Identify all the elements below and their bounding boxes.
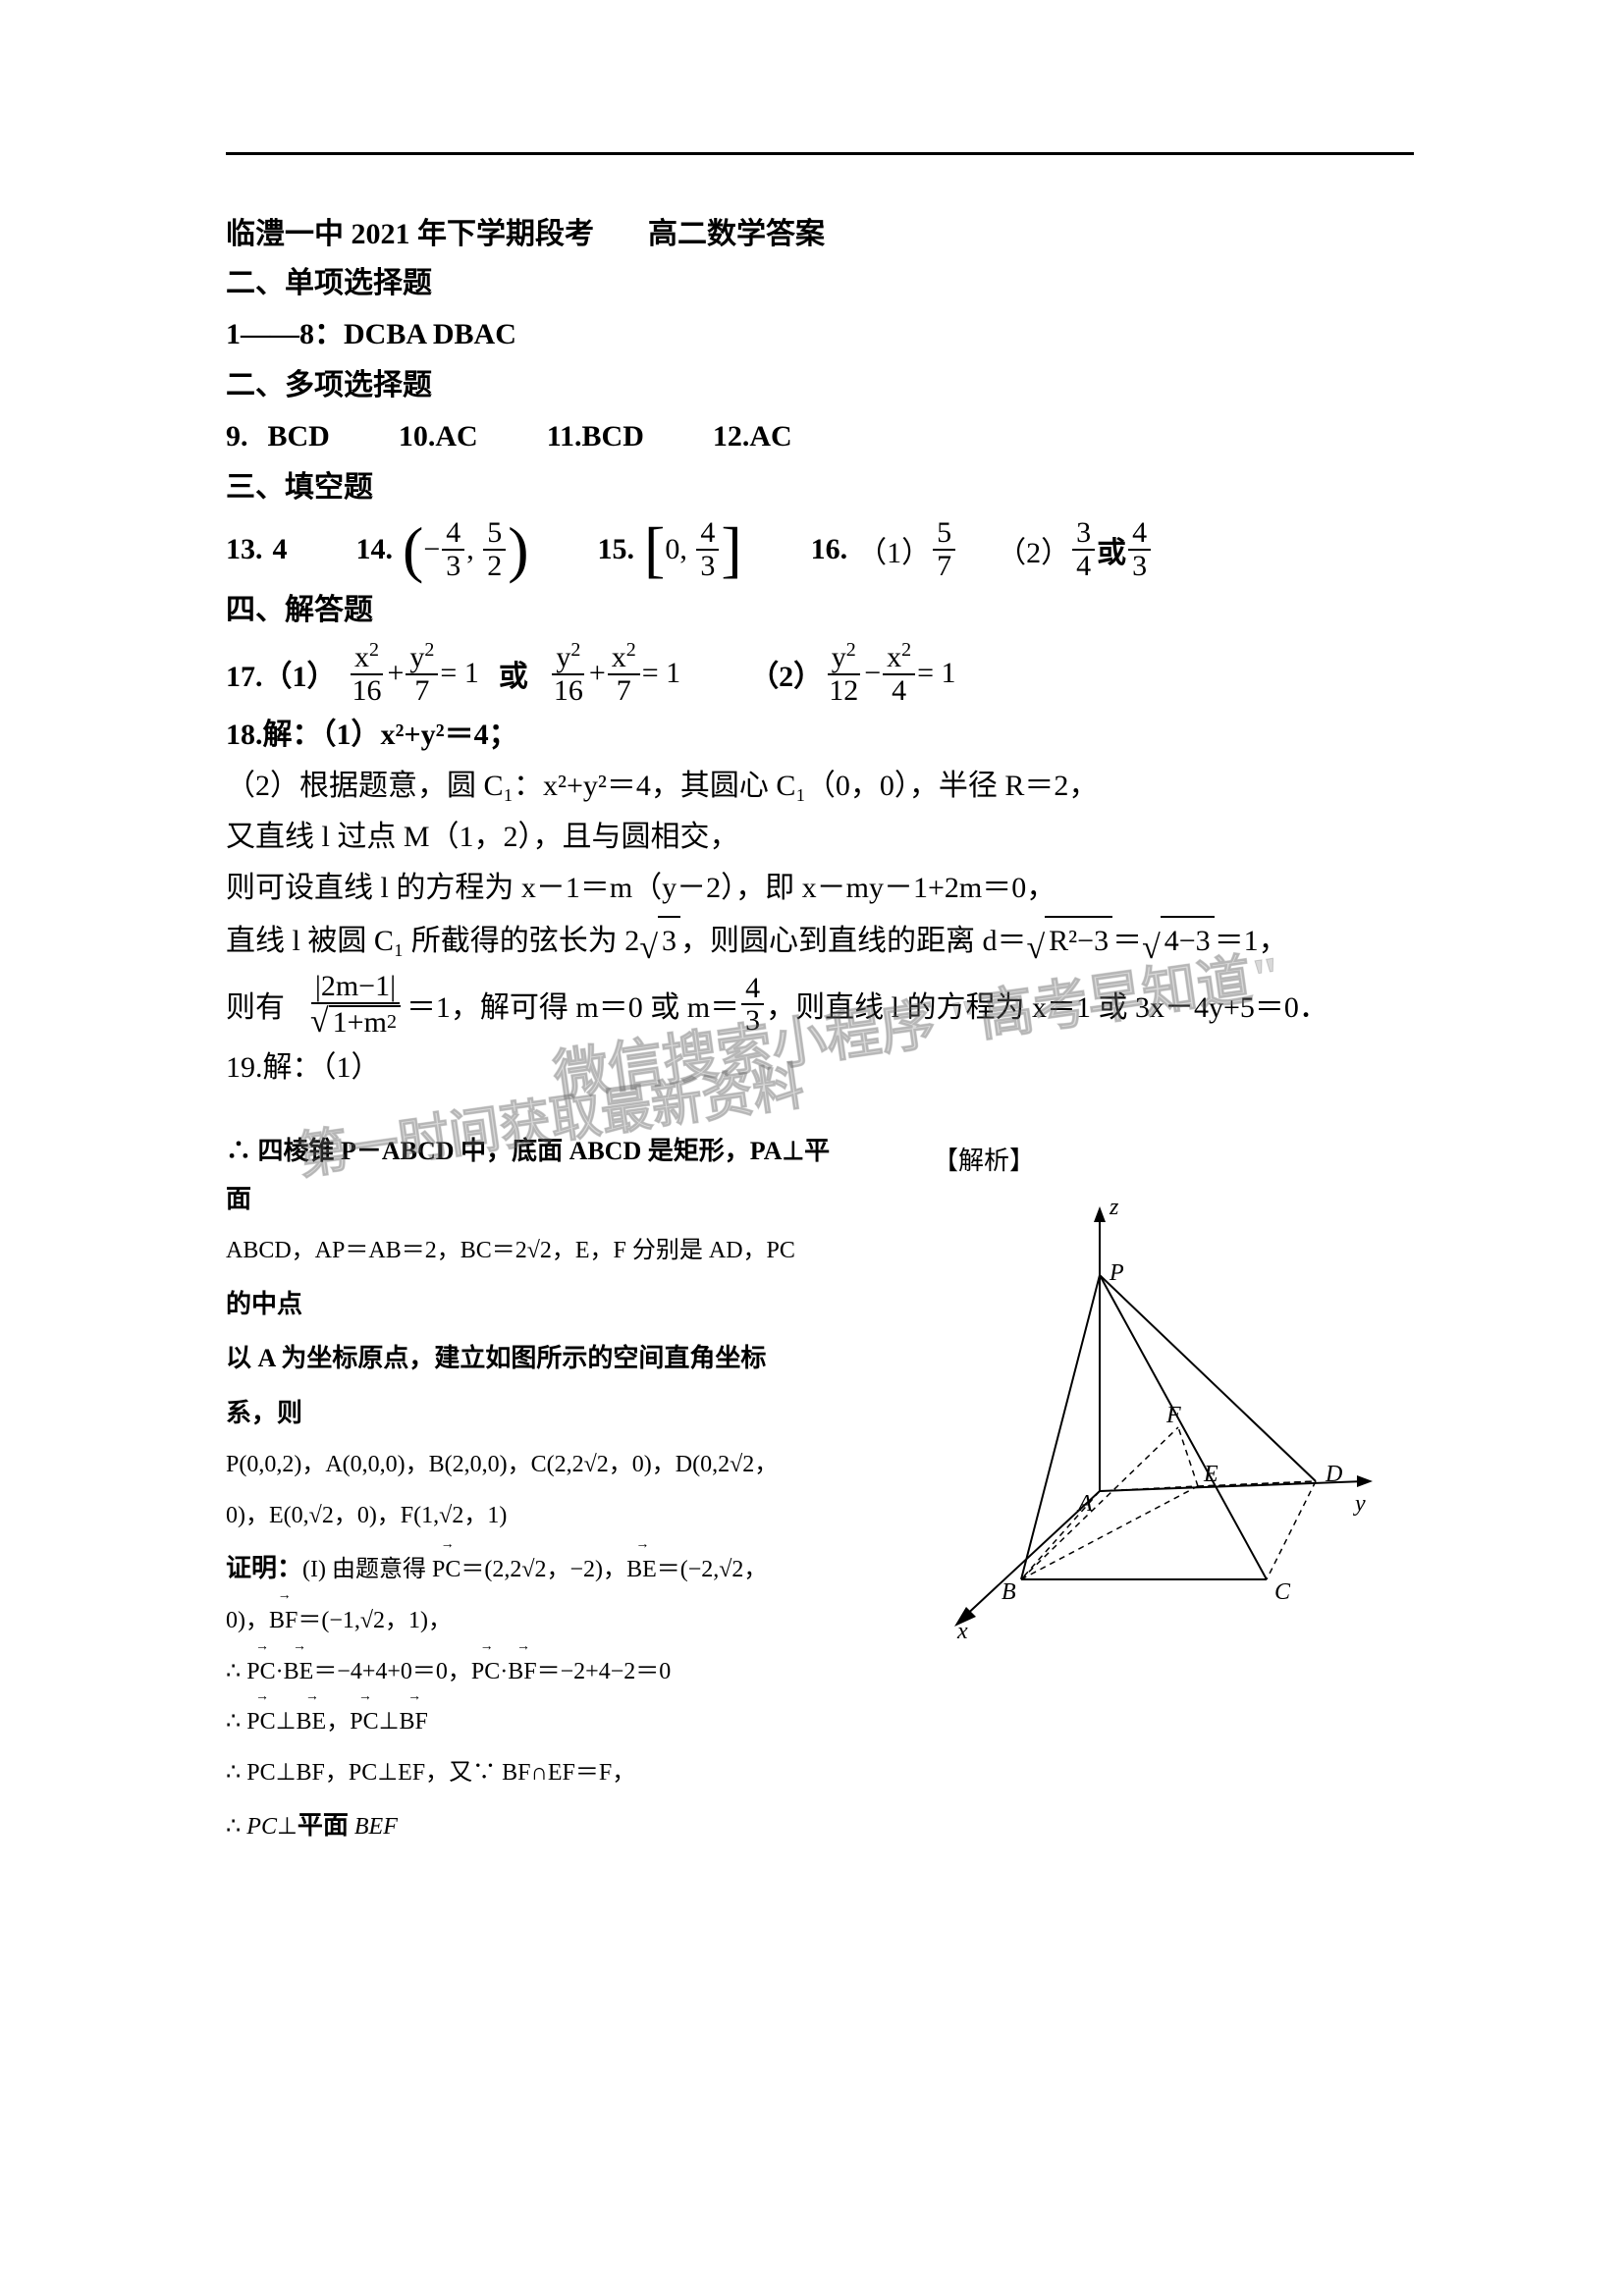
multi-item-no: 9. <box>226 413 248 460</box>
q19-figure: 【解析】 <box>884 1121 1394 1856</box>
section-single-heading: 二、单项选择题 <box>226 260 1414 307</box>
q16-p1: （1） <box>857 528 931 571</box>
pt-B: B <box>1001 1579 1016 1605</box>
vector-icon: PC <box>432 1548 460 1593</box>
q19-perp: ∴ PC⊥BE，PC⊥BF <box>226 1700 854 1745</box>
rbrack-icon: ] <box>721 521 741 578</box>
q19-l4: 以 A 为坐标原点，建立如图所示的空间直角坐标 <box>226 1334 854 1382</box>
q16-frac-1: 5 7 <box>933 517 955 581</box>
pt-D: D <box>1325 1462 1342 1487</box>
sqrt-icon: √1+m2 <box>310 1005 401 1039</box>
q19-l2: ABCD，AP＝AB＝2，BC＝2√2，E，F 分别是 AD，PC <box>226 1229 854 1274</box>
q15-left: 0 <box>665 533 679 566</box>
multi-item-no: 10. <box>399 413 436 460</box>
pt-P: P <box>1109 1260 1124 1286</box>
sqrt-icon: √3 <box>639 916 680 965</box>
q16-no: 16. <box>811 533 848 566</box>
section-fill-heading: 三、填空题 <box>226 464 1414 511</box>
pt-E: E <box>1203 1462 1218 1487</box>
q17-e1-b: y2 7 <box>406 640 438 706</box>
single-answer-line: 1——8：DCBA DBAC <box>226 311 1414 358</box>
multi-item-ans: BCD <box>268 413 330 460</box>
q19-intro: 19.解：（1） <box>226 1044 1414 1092</box>
q19-body: ∴ 四棱锥 P－ABCD 中，底面 ABCD 是矩形，PA⊥平面 ABCD，AP… <box>226 1121 1414 1856</box>
pyramid-diagram: z y x P A B C D E F <box>903 1187 1375 1638</box>
q19-heading: ∴ 四棱锥 P－ABCD 中，底面 ABCD 是矩形，PA⊥平面 <box>226 1127 854 1224</box>
vector-icon: BF <box>508 1650 536 1695</box>
multi-item-ans: BCD <box>582 413 644 460</box>
figure-label: 【解析】 <box>933 1141 1035 1177</box>
q17-row: 17.（1） x2 16 + y2 7 = 1 或 y2 16 + x2 7 =… <box>226 640 1414 706</box>
q17-or: 或 <box>499 652 528 695</box>
q19-l3: 的中点 <box>226 1280 854 1328</box>
q13-no: 13. <box>226 533 263 566</box>
q19-proof-hd: 证明：(I) 由题意得 PC＝(2,2√2，−2)，BE＝(−2,√2， <box>226 1544 854 1593</box>
axis-z-label: z <box>1109 1195 1119 1220</box>
section-multi-heading: 二、多项选择题 <box>226 362 1414 409</box>
sqrt-icon: √4−3 <box>1142 916 1215 965</box>
q16-frac-2b: 4 3 <box>1128 517 1151 581</box>
q14-frac-a: 4 3 <box>442 517 464 581</box>
fill-answers-row: 13. 4 14. ( − 4 3 , 5 2 ) 15. [ 0 , 4 3 … <box>226 517 1414 581</box>
q16-p2: （2） <box>997 528 1070 571</box>
q18-l4: 则可设直线 l 的方程为 x－1＝m（y－2），即 x－my－1+2m＝0， <box>226 865 1414 912</box>
title-suffix: 高二数学答案 <box>648 218 825 250</box>
q19-coords2: 0)，E(0,√2，0)，F(1,√2，1) <box>226 1494 854 1539</box>
title-prefix: 临澧一中 2021 年下学期段考 <box>226 218 594 250</box>
q18-l1: 18.解：（1）x²+y²＝4； <box>226 712 1414 759</box>
multi-item-ans: AC <box>435 413 477 460</box>
multi-item-ans: AC <box>749 413 791 460</box>
q18-l6-frac: |2m−1| √1+m2 <box>306 971 405 1039</box>
q15-frac: 4 3 <box>696 517 719 581</box>
q18-l3: 又直线 l 过点 M（1，2），且与圆相交， <box>226 814 1414 861</box>
multi-item-no: 11. <box>547 413 582 460</box>
q17-e2-a: y2 16 <box>550 640 587 706</box>
q19-l5: 系，则 <box>226 1389 854 1437</box>
vector-icon: BE <box>626 1548 657 1593</box>
section-solve-heading: 四、解答题 <box>226 587 1414 634</box>
multi-item-no: 12. <box>713 413 750 460</box>
q19-text: ∴ 四棱锥 P－ABCD 中，底面 ABCD 是矩形，PA⊥平面 ABCD，AP… <box>226 1121 854 1856</box>
q18-l2: （2）根据题意，圆 C₁：x²+y²＝4，其圆心 C₁（0，0），半径 R＝2， <box>226 763 1414 810</box>
rparen-icon: ) <box>508 521 528 578</box>
q17-e1-a: x2 16 <box>349 640 386 706</box>
q19-proof2: 0)，BF＝(−1,√2，1)， <box>226 1599 854 1644</box>
vector-icon: PC <box>350 1700 378 1745</box>
q15-no: 15. <box>598 533 635 566</box>
q19-tri: ∴ PC⊥BF，PC⊥EF，又∵ BF∩EF＝F， <box>226 1751 854 1796</box>
pt-A: A <box>1076 1491 1093 1517</box>
pt-C: C <box>1274 1579 1291 1605</box>
page-title: 临澧一中 2021 年下学期段考 高二数学答案 <box>226 209 1414 252</box>
lbrack-icon: [ <box>644 521 665 578</box>
vector-icon: PC <box>246 1700 275 1745</box>
sqrt-icon: √R²−3 <box>1026 916 1112 965</box>
q18-l6: 则有 |2m−1| √1+m2 ＝1，解可得 m＝0 或 m＝ 4 3 ，则直线… <box>226 971 1414 1039</box>
q14-frac-b: 5 2 <box>483 517 506 581</box>
q19-coords: P(0,0,2)，A(0,0,0)，B(2,0,0)，C(2,2√2，0)，D(… <box>226 1443 854 1488</box>
q14-no: 14. <box>356 533 394 566</box>
q13-ans: 4 <box>273 533 288 566</box>
multi-answer-line: 9. BCD 10. AC 11. BCD 12. AC <box>226 413 1414 460</box>
q17-e3-b: x2 4 <box>883 640 915 706</box>
vector-icon: BE <box>297 1700 327 1745</box>
q16-frac-2a: 3 4 <box>1072 517 1095 581</box>
q16-or: 或 <box>1097 528 1126 571</box>
q17-e2-b: x2 7 <box>608 640 640 706</box>
q18-l6-m: 4 3 <box>741 973 764 1037</box>
q17-e3-a: y2 12 <box>825 640 862 706</box>
axis-x-label: x <box>956 1619 968 1638</box>
axis-y-label: y <box>1353 1491 1366 1517</box>
top-rule <box>226 152 1414 155</box>
pt-F: F <box>1165 1403 1181 1428</box>
q18-l5: 直线 l 被圆 C₁ 所截得的弦长为 2 √3 ，则圆心到直线的距离 d＝ √R… <box>226 916 1414 965</box>
vector-icon: PC <box>471 1650 500 1695</box>
q17-p2: （2） <box>749 652 823 695</box>
vector-icon: BF <box>399 1700 427 1745</box>
q19-concl: ∴ PC⊥平面 BEF <box>226 1801 854 1850</box>
document-page: 临澧一中 2021 年下学期段考 高二数学答案 二、单项选择题 1——8：DCB… <box>226 152 1414 1856</box>
lparen-icon: ( <box>403 521 423 578</box>
q14-neg: − <box>423 533 440 566</box>
q17-no: 17.（1） <box>226 652 337 695</box>
